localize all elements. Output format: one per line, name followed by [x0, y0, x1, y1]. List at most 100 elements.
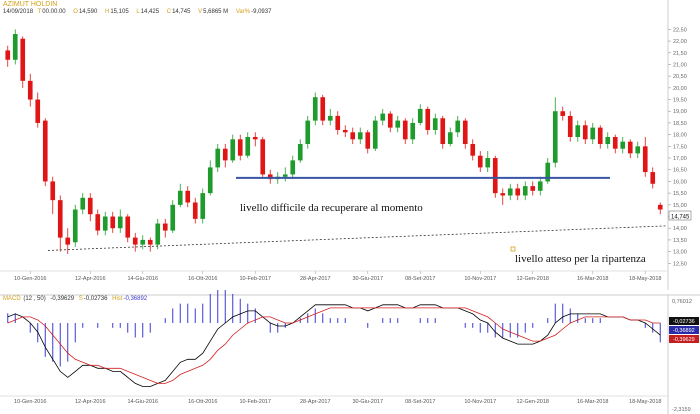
candle [567, 111, 573, 142]
candle [350, 127, 356, 144]
price-tick-label: 13,00 [673, 250, 687, 256]
candle-body [582, 125, 588, 140]
candle-body [342, 129, 348, 133]
date-label: 16-Ott-2016 [188, 276, 217, 282]
candle-body [620, 141, 626, 149]
macd-date-label: 10-Nov-2017 [464, 399, 496, 405]
macd-value: -0,39629 [50, 296, 75, 302]
support-trendline [47, 225, 667, 251]
macd-chart[interactable]: 0,76012 -2,3159 -0,02736 -0,36892 -0,396… [0, 290, 700, 414]
candle-body [245, 136, 251, 156]
candle [320, 94, 326, 126]
candle [537, 176, 543, 196]
candle-body [260, 139, 266, 175]
candle-body [5, 50, 11, 60]
candle [57, 195, 63, 252]
candle [342, 125, 348, 137]
candle-body [440, 118, 446, 144]
candle [155, 218, 161, 250]
candle [5, 45, 11, 67]
candle-body [42, 120, 48, 182]
candle [500, 188, 506, 205]
price-tick-label: 19,00 [673, 109, 687, 115]
candle-body [102, 216, 108, 231]
candle [252, 132, 258, 147]
price-tick-label: 20,50 [673, 74, 687, 80]
candle [590, 122, 596, 144]
price-tick-label: 21,50 [673, 51, 687, 57]
macd-date-label: 08-Set-2017 [405, 399, 435, 405]
candle-body [87, 197, 93, 215]
candle-body [35, 99, 41, 123]
price-tick-label: 15,50 [673, 191, 687, 197]
candle [477, 151, 483, 173]
candle [627, 139, 633, 159]
candle-body [162, 223, 168, 231]
macd-histogram [7, 290, 661, 367]
candle-body [237, 139, 243, 156]
candle [245, 132, 251, 159]
candle [42, 118, 48, 187]
candlesticks [5, 29, 663, 254]
candle-body [312, 97, 318, 121]
candle [20, 36, 26, 88]
candle-body [537, 181, 543, 191]
date-label: 12-Gen-2018 [517, 276, 549, 282]
marker-box [510, 246, 516, 252]
price-tick-label: 16,50 [673, 168, 687, 174]
candle [387, 111, 393, 133]
candle-body [552, 111, 558, 163]
candle [507, 183, 513, 201]
candle [267, 169, 273, 184]
candle [642, 136, 648, 177]
last-price-value: 14,745 [671, 215, 690, 221]
candle-body [57, 200, 63, 238]
price-chart[interactable]: 22,50 22,00 21,50 21,00 20,50 20,00 19,50 19,00… [0, 0, 700, 290]
candle-body [350, 132, 356, 140]
price-tick-label: 22,00 [673, 39, 687, 45]
candle [117, 209, 123, 233]
candle-body [365, 132, 371, 149]
candle-body [612, 136, 618, 149]
candle-body [170, 204, 176, 231]
candle [575, 120, 581, 142]
badge-signal: -0,02736 [673, 319, 695, 325]
candle-body [72, 209, 78, 243]
candle-body [650, 172, 656, 184]
date-axis-labels: 10-Gen-2016 12-Apr-2016 14-Giu-2016 16-Ott-… [14, 271, 661, 282]
candle-body [117, 216, 123, 229]
candle-body [357, 132, 363, 140]
candle-body [230, 139, 236, 161]
support-annotation: livello atteso per la ripartenza [515, 253, 646, 265]
info-open: O14,590 [73, 9, 98, 15]
candle [185, 186, 191, 208]
candle-body [147, 239, 153, 245]
candle-body [177, 190, 183, 205]
candle [65, 228, 71, 254]
candle [192, 197, 198, 224]
date-label: 18-May-2018 [629, 276, 661, 282]
candle [462, 118, 468, 149]
last-price-badge: 14,745 [668, 210, 692, 221]
info-time: T00.00.00 [37, 9, 66, 15]
candle-body [545, 162, 551, 182]
price-tick-label: 22,50 [673, 27, 687, 33]
candle [125, 214, 131, 243]
candle-body [267, 174, 273, 180]
candle [87, 193, 93, 222]
candle [530, 181, 536, 196]
macd-date-label: 30-Giu-2017 [352, 399, 383, 405]
candle [552, 97, 558, 168]
price-tick-label: 18,50 [673, 121, 687, 127]
candle-body [222, 148, 228, 161]
candle [95, 209, 101, 236]
candle [515, 183, 521, 201]
candle [545, 158, 551, 184]
candle-body [470, 144, 476, 156]
candle [440, 115, 446, 149]
candle-body [65, 237, 71, 245]
candle [522, 181, 528, 201]
candle [230, 134, 236, 163]
macd-line [7, 304, 661, 387]
candle [402, 118, 408, 144]
